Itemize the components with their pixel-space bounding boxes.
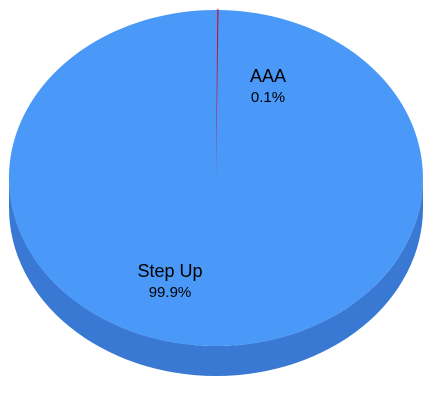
pie-side-band [9,178,423,376]
pie-label-layer: AAA 0.1% Step Up 99.9% [137,66,286,301]
pie-slice-aaa [215,9,220,179]
slice-label-step-up: Step Up [137,261,202,281]
pie-slice-step-up [8,9,423,346]
pie-top-layer [8,9,423,346]
slice-label-aaa: AAA [250,66,286,86]
pie-side-layer [9,178,423,376]
slice-percent-aaa: 0.1% [251,89,285,106]
slice-percent-step-up: 99.9% [149,284,192,301]
